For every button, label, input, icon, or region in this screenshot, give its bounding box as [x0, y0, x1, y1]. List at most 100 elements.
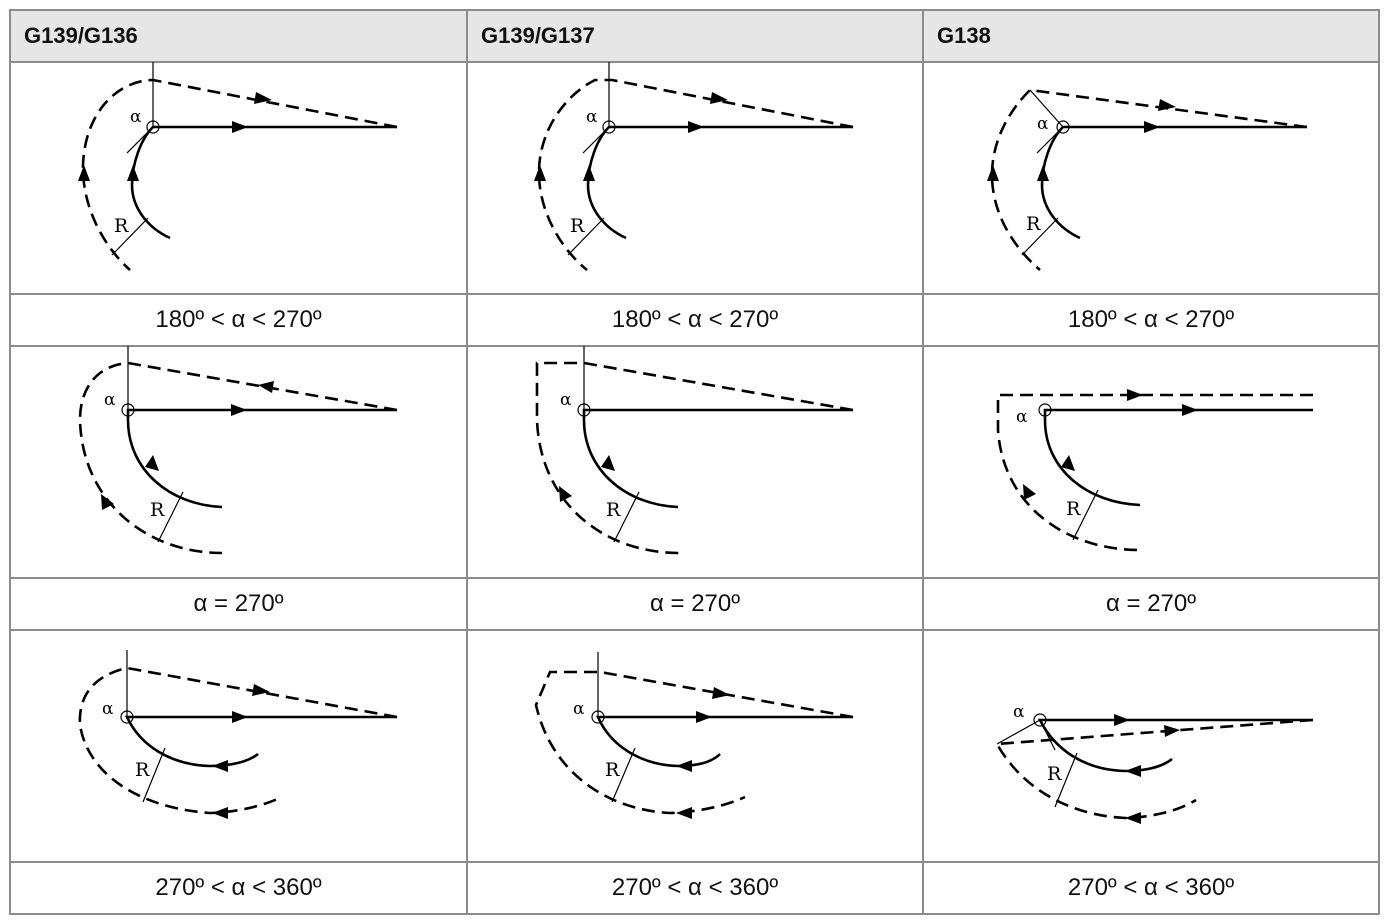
angle-label: α: [130, 107, 142, 127]
caption-row3-col2: 270º < α < 360º: [611, 874, 779, 901]
offset-path-dashed: [994, 718, 1314, 820]
arrow: [252, 684, 270, 696]
angle-marker: [121, 403, 135, 417]
bisector-line: [1029, 89, 1064, 128]
caption-row2-col3: α = 270º: [1105, 590, 1197, 617]
radius-line: [157, 491, 184, 543]
arrow: [1125, 765, 1141, 777]
arrow: [987, 165, 999, 181]
caption-row2-col1: α = 270º: [193, 590, 284, 617]
arrow: [258, 381, 274, 393]
radius-line: [111, 217, 149, 256]
column-header-g138: G138: [923, 10, 1379, 62]
tool-path-solid: [1037, 718, 1313, 773]
arrow: [232, 711, 248, 723]
tool-path-solid: [586, 125, 853, 240]
arrow: [696, 711, 712, 723]
caption-row1-col2: 180º < α < 270º: [611, 306, 779, 333]
tool-path-solid: [126, 408, 397, 509]
arrow: [1023, 484, 1036, 500]
arrow: [212, 807, 228, 819]
angle-marker: [591, 710, 605, 724]
radius-label: R: [570, 215, 585, 237]
arrow: [1125, 812, 1141, 824]
angle-label: α: [104, 390, 116, 410]
offset-path-dashed: [537, 78, 854, 272]
caption-row1-col1: 180º < α < 270º: [155, 306, 322, 333]
arrow: [676, 760, 692, 772]
radius-line: [1054, 752, 1078, 808]
angle-label: α: [573, 699, 585, 719]
arrow: [1114, 714, 1130, 726]
diagram-row2-col2: α R: [535, 346, 854, 555]
offset-path-dashed: [78, 666, 398, 815]
radius-label: R: [1047, 763, 1062, 785]
arrow: [212, 760, 228, 772]
arrow: [1037, 165, 1049, 181]
arrow: [559, 486, 572, 502]
radius-label: R: [606, 499, 621, 521]
tool-path-solid: [124, 715, 397, 768]
caption-row2-col2: α = 270º: [649, 590, 741, 617]
radius-label: R: [150, 499, 165, 521]
arrow: [676, 807, 692, 819]
arrow: [1127, 389, 1143, 401]
angle-label: α: [1016, 407, 1028, 427]
diagram-row3-col1: α R: [78, 650, 398, 819]
table-grid: [9, 9, 1380, 915]
column-header-g139-g137: G139/G137: [467, 10, 923, 62]
radius-line: [611, 747, 636, 803]
offset-path-dashed: [81, 78, 398, 271]
offset-path-dashed: [996, 393, 1313, 552]
arrow: [1164, 725, 1180, 737]
arrow: [710, 92, 728, 104]
diagram-row3-col3: α R: [994, 702, 1314, 824]
arrow: [254, 92, 272, 104]
arrow: [534, 165, 546, 181]
radius-line: [1072, 489, 1099, 541]
radius-label: R: [135, 759, 150, 781]
tool-path-solid: [1043, 408, 1313, 507]
radius-label: R: [114, 215, 129, 237]
bisector-line: [1039, 719, 1056, 751]
arrow: [1182, 404, 1198, 416]
arrow: [601, 455, 615, 471]
radius-label: R: [1066, 498, 1081, 520]
column-header-g139-g136: G139/G136: [10, 10, 467, 62]
diagram-row1-col1: α R: [78, 62, 398, 271]
caption-row1-col3: 180º < α < 270º: [1067, 306, 1235, 333]
angle-label: α: [102, 699, 114, 719]
caption-row3-col3: 270º < α < 360º: [1067, 874, 1235, 901]
angle-marker: [120, 710, 134, 724]
caption-row3-col1: 270º < α < 360º: [155, 874, 322, 901]
angle-marker: [602, 120, 616, 134]
arrow: [712, 687, 730, 699]
offset-path-dashed: [535, 361, 854, 555]
offset-path-dashed: [534, 670, 854, 815]
angle-label: α: [1037, 114, 1049, 134]
arrow: [583, 165, 595, 181]
angle-label: α: [560, 390, 572, 410]
radius-label: R: [1026, 213, 1041, 235]
offset-path-dashed: [990, 88, 1308, 271]
tool-path-solid: [582, 408, 853, 509]
arrow: [231, 404, 247, 416]
radius-label: R: [605, 759, 620, 781]
radius-line: [1021, 217, 1059, 256]
arrow: [145, 455, 159, 471]
arrow: [1061, 455, 1075, 471]
radius-line: [613, 491, 640, 543]
arrow: [101, 494, 114, 510]
arrow: [127, 165, 139, 181]
angle-marker: [1033, 713, 1047, 727]
tool-path-solid: [596, 715, 853, 768]
arrow: [688, 121, 704, 133]
angle-marker: [1038, 403, 1052, 417]
diagram-row3-col2: α R: [534, 652, 854, 819]
angle-label: α: [586, 107, 598, 127]
arrow: [78, 165, 90, 181]
arrow: [1158, 99, 1176, 111]
angle-marker: [146, 120, 160, 134]
